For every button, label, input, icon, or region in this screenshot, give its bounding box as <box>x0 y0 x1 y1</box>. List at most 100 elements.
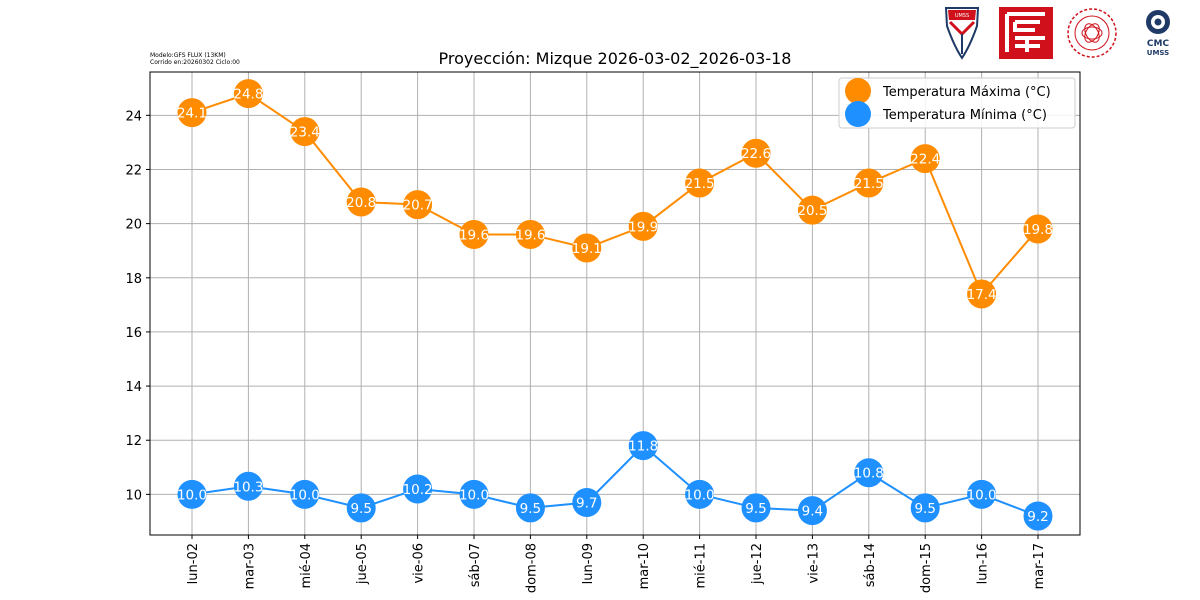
x-tick-label: lun-16 <box>976 543 991 584</box>
faculty-red-logo <box>999 7 1053 59</box>
legend-label: Temperatura Mínima (°C) <box>882 108 1047 123</box>
data-point <box>967 279 997 309</box>
data-label: 19.8 <box>1023 222 1053 238</box>
y-tick-label: 20 <box>125 218 142 233</box>
data-point <box>797 195 827 225</box>
x-tick-label: sáb-14 <box>863 543 878 587</box>
data-label: 10.0 <box>685 487 715 503</box>
data-point <box>572 488 602 518</box>
data-point <box>685 168 715 198</box>
data-point <box>346 493 376 523</box>
umss-shield-text: UMSS <box>955 13 969 19</box>
y-tick-label: 16 <box>125 326 142 341</box>
data-label: 9.5 <box>745 501 766 517</box>
data-label: 19.9 <box>628 219 658 235</box>
data-point <box>910 144 940 174</box>
x-tick-label: jue-05 <box>355 543 370 585</box>
data-point <box>685 479 715 509</box>
data-label: 10.0 <box>177 487 207 503</box>
grid-layer <box>150 72 1080 535</box>
data-label: 10.0 <box>459 487 489 503</box>
data-point <box>967 479 997 509</box>
data-point <box>628 211 658 241</box>
x-tick-label: vie-06 <box>412 543 427 584</box>
data-label: 20.8 <box>346 195 376 211</box>
x-tick-label: dom-08 <box>524 543 539 593</box>
data-point <box>403 190 433 220</box>
chart-legend: Temperatura Máxima (°C) Temperatura Mínim… <box>838 77 1076 129</box>
data-point <box>233 471 263 501</box>
data-label: 9.5 <box>914 501 935 517</box>
data-point <box>459 479 489 509</box>
data-label: 24.1 <box>177 106 207 122</box>
data-label: 22.6 <box>741 146 771 162</box>
data-label: 21.5 <box>854 176 884 192</box>
data-point <box>1023 214 1053 244</box>
legend-box <box>838 77 1076 129</box>
data-point <box>854 458 884 488</box>
data-label: 9.5 <box>520 501 541 517</box>
y-tick-label: 22 <box>125 163 142 178</box>
series-layer: 24.1 24.8 23.4 20.8 20.7 19.6 19.6 19.1 19.9 21.5… <box>177 79 1053 531</box>
data-point <box>854 168 884 198</box>
x-tick-label: sáb-07 <box>468 543 483 587</box>
data-point <box>177 98 207 128</box>
data-point <box>403 474 433 504</box>
data-label: 20.5 <box>797 203 827 219</box>
data-label: 19.1 <box>572 241 602 257</box>
data-point <box>741 138 771 168</box>
umss-shield-logo: UMSS <box>944 7 980 60</box>
y-tick-label: 12 <box>125 434 142 449</box>
data-point <box>741 493 771 523</box>
x-tick-label: mar-03 <box>242 543 257 589</box>
series-line-min <box>191 444 1039 517</box>
x-tick-label: lun-02 <box>186 543 201 584</box>
data-label: 10.8 <box>854 466 884 482</box>
data-point <box>177 479 207 509</box>
y-tick-label: 18 <box>125 272 142 287</box>
y-tick-label: 14 <box>125 380 142 395</box>
data-point <box>572 233 602 263</box>
legend-marker <box>845 78 871 104</box>
data-label: 10.0 <box>290 487 320 503</box>
x-tick-label: mié-04 <box>299 543 314 589</box>
data-point <box>1023 501 1053 531</box>
data-label: 10.3 <box>233 479 263 495</box>
data-point <box>910 493 940 523</box>
data-label: 20.7 <box>403 198 433 214</box>
x-tick-label: mié-11 <box>694 543 709 589</box>
cmc-logo-subtext: UMSS <box>1147 49 1169 57</box>
plot-frame <box>149 71 1081 536</box>
data-point <box>346 187 376 217</box>
y-tick-label: 10 <box>125 488 142 503</box>
data-label: 9.5 <box>350 501 371 517</box>
series-line-max <box>191 92 1039 296</box>
data-label: 17.4 <box>967 287 997 303</box>
model-text: Modelo:GFS FLUX (13KM) <box>150 52 226 59</box>
data-label: 19.6 <box>459 227 489 243</box>
data-point <box>290 117 320 147</box>
data-label: 10.0 <box>967 487 997 503</box>
data-label: 21.5 <box>685 176 715 192</box>
x-tick-label: jue-12 <box>750 543 765 585</box>
chart-title: Proyección: Mizque 2026-03-02_2026-03-18 <box>439 49 792 69</box>
x-tick-label: lun-09 <box>581 543 596 584</box>
legend-label: Temperatura Máxima (°C) <box>882 85 1051 100</box>
data-label: 9.4 <box>802 504 823 520</box>
data-label: 22.4 <box>910 152 940 168</box>
legend-marker <box>845 101 871 127</box>
data-label: 23.4 <box>290 125 320 141</box>
x-tick-label: vie-13 <box>806 543 821 584</box>
cmc-logo-text: CMC <box>1147 39 1170 49</box>
x-tick-label: dom-15 <box>919 543 934 593</box>
axis-layer: 10 12 14 16 18 20 22 24 lun-02 mar-03 mié-04 jue-05… <box>125 71 1081 593</box>
x-tick-label: mar-10 <box>637 543 652 589</box>
data-label: 9.2 <box>1027 509 1048 525</box>
x-tick-label: mar-17 <box>1032 543 1047 589</box>
run-text: Corrido en:20260302 Ciclo:00 <box>150 59 240 66</box>
data-label: 9.7 <box>576 496 597 512</box>
data-label: 19.6 <box>515 227 545 243</box>
cmc-logo: CMC UMSS <box>1146 10 1170 57</box>
data-label: 10.2 <box>403 482 433 498</box>
